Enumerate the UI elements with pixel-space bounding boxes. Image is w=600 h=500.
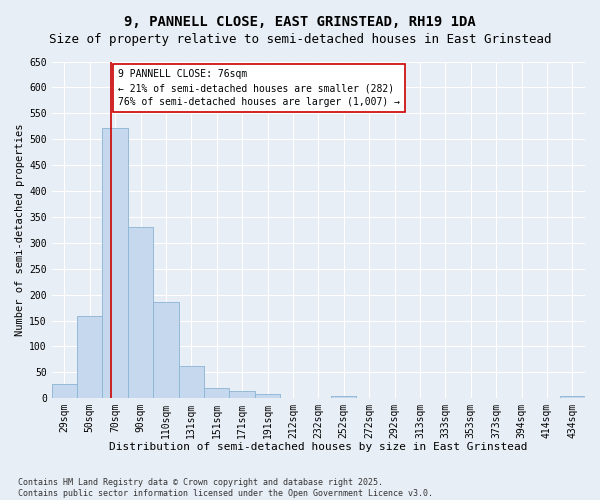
- Bar: [128, 228, 153, 398]
- Bar: [153, 302, 179, 398]
- Text: 9 PANNELL CLOSE: 76sqm
← 21% of semi-detached houses are smaller (282)
76% of se: 9 PANNELL CLOSE: 76sqm ← 21% of semi-det…: [118, 70, 400, 108]
- Text: 9, PANNELL CLOSE, EAST GRINSTEAD, RH19 1DA: 9, PANNELL CLOSE, EAST GRINSTEAD, RH19 1…: [124, 15, 476, 29]
- Text: Size of property relative to semi-detached houses in East Grinstead: Size of property relative to semi-detach…: [49, 32, 551, 46]
- Bar: [77, 316, 103, 398]
- Bar: [255, 394, 280, 398]
- Bar: [229, 392, 255, 398]
- Bar: [560, 396, 585, 398]
- Bar: [331, 396, 356, 398]
- Y-axis label: Number of semi-detached properties: Number of semi-detached properties: [15, 124, 25, 336]
- Bar: [179, 366, 204, 398]
- X-axis label: Distribution of semi-detached houses by size in East Grinstead: Distribution of semi-detached houses by …: [109, 442, 527, 452]
- Bar: [52, 384, 77, 398]
- Text: Contains HM Land Registry data © Crown copyright and database right 2025.
Contai: Contains HM Land Registry data © Crown c…: [18, 478, 433, 498]
- Bar: [204, 388, 229, 398]
- Bar: [103, 128, 128, 398]
